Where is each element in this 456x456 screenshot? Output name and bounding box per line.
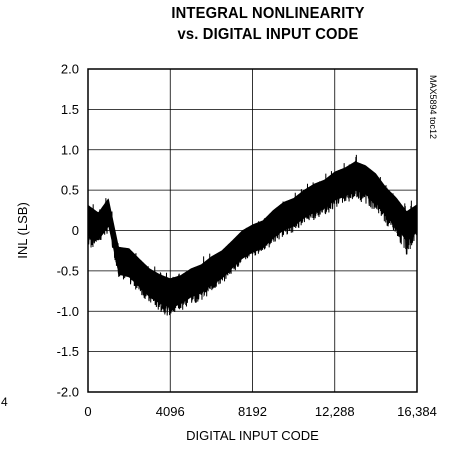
y-tick-label: -0.5 — [57, 263, 79, 278]
y-tick-label: 0.5 — [61, 183, 79, 198]
y-tick-label: 2.0 — [61, 62, 79, 77]
y-tick-label: 1.5 — [61, 102, 79, 117]
x-tick-label: 8192 — [238, 404, 267, 419]
y-axis-label: INL (LSB) — [15, 202, 30, 259]
x-tick-label: 16,384 — [397, 404, 437, 419]
chart-title-line1: INTEGRAL NONLINEARITY — [171, 5, 365, 22]
data-layer — [87, 154, 418, 316]
y-tick-label: 0 — [72, 223, 79, 238]
x-tick-labels: 0 4096 8192 12,288 16,384 — [84, 404, 437, 419]
plot-frame — [87, 68, 418, 393]
x-tick-label: 0 — [84, 404, 91, 419]
y-tick-label: -1.0 — [57, 304, 79, 319]
y-tick-labels: 2.0 1.5 1.0 0.5 0 -0.5 -1.0 -1.5 -2.0 — [57, 62, 79, 400]
y-tick-label: -2.0 — [57, 385, 79, 400]
chart-title-line2: vs. DIGITAL INPUT CODE — [177, 26, 359, 43]
stray-label: 4 — [1, 395, 8, 409]
figure-id-label: MAX5894 toc12 — [428, 75, 438, 139]
inl-series-line — [87, 154, 418, 316]
y-tick-label: 1.0 — [61, 142, 79, 157]
x-tick-label: 12,288 — [315, 404, 355, 419]
x-axis-label: DIGITAL INPUT CODE — [186, 428, 319, 443]
x-tick-label: 4096 — [156, 404, 185, 419]
y-tick-label: -1.5 — [57, 344, 79, 359]
